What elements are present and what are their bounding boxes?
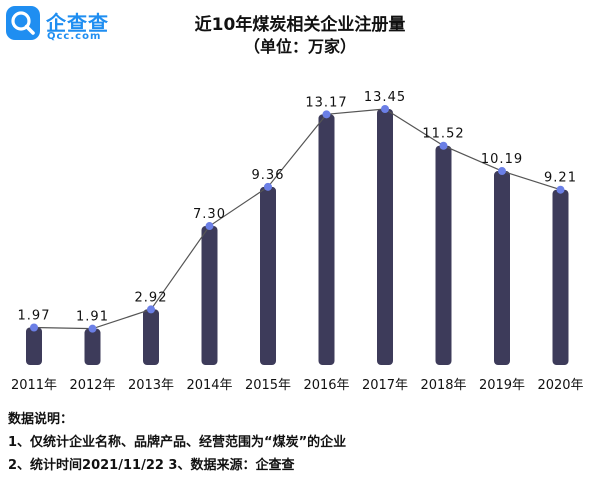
notes-heading: 数据说明：	[8, 412, 74, 427]
x-tick-label-1: 2012年	[69, 378, 115, 393]
data-point-9	[556, 185, 565, 194]
data-label-6: 13.45	[364, 90, 406, 105]
x-tick-label-9: 2020年	[537, 378, 583, 393]
data-label-4: 9.36	[252, 168, 285, 183]
notes-line-2: 2、统计时间2021/11/22 3、数据来源：企查查	[8, 458, 295, 473]
data-point-5	[322, 110, 331, 119]
bar-0	[26, 327, 42, 365]
x-tick-label-0: 2011年	[11, 378, 57, 393]
data-point-4	[264, 182, 272, 191]
data-label-0: 1.97	[18, 309, 51, 324]
data-point-7	[439, 141, 448, 150]
bar-2	[143, 309, 159, 365]
bar-6	[377, 109, 393, 365]
data-point-6	[381, 105, 389, 113]
data-label-1: 1.91	[76, 310, 109, 325]
notes-line-1: 1、仅统计企业名称、品牌产品、经营范围为“煤炭”的企业	[8, 435, 347, 450]
bar-5	[318, 114, 335, 365]
data-label-2: 2.92	[135, 290, 168, 305]
data-point-1	[88, 324, 97, 333]
data-label-9: 9.21	[544, 171, 577, 186]
x-tick-label-4: 2015年	[245, 378, 291, 393]
bar-1	[84, 328, 101, 365]
chart-subtitle: （单位：万家）	[243, 37, 356, 56]
bar-7	[435, 145, 452, 365]
brand-domain: Qcc.com	[47, 31, 102, 42]
data-label-8: 10.19	[481, 152, 523, 167]
brand-name: 企查查	[46, 11, 109, 35]
bar-3	[201, 226, 218, 365]
trend-line	[33, 108, 561, 330]
bar-9	[552, 189, 569, 365]
x-tick-label-5: 2016年	[303, 378, 349, 393]
chart-title: 近10年煤炭相关企业注册量	[194, 15, 406, 35]
x-tick-label-8: 2019年	[479, 378, 525, 393]
data-point-2	[147, 305, 155, 314]
bar-4	[260, 186, 276, 365]
data-label-7: 11.52	[422, 127, 464, 142]
x-tick-label-2: 2013年	[128, 378, 174, 393]
x-tick-label-6: 2017年	[362, 378, 408, 393]
data-point-0	[30, 323, 38, 332]
data-point-8	[498, 167, 506, 176]
data-label-5: 13.17	[305, 95, 347, 110]
x-tick-label-7: 2018年	[420, 378, 466, 393]
data-point-3	[205, 222, 214, 231]
qcc-logo-icon	[6, 6, 40, 40]
data-notes: 数据说明： 1、仅统计企业名称、品牌产品、经营范围为“煤炭”的企业 2、统计时间…	[8, 408, 346, 477]
bar-8	[494, 171, 510, 365]
brand-logo: 企查查 Qcc.com	[6, 6, 136, 46]
x-tick-label-3: 2014年	[186, 378, 232, 393]
data-label-3: 7.30	[193, 207, 226, 222]
